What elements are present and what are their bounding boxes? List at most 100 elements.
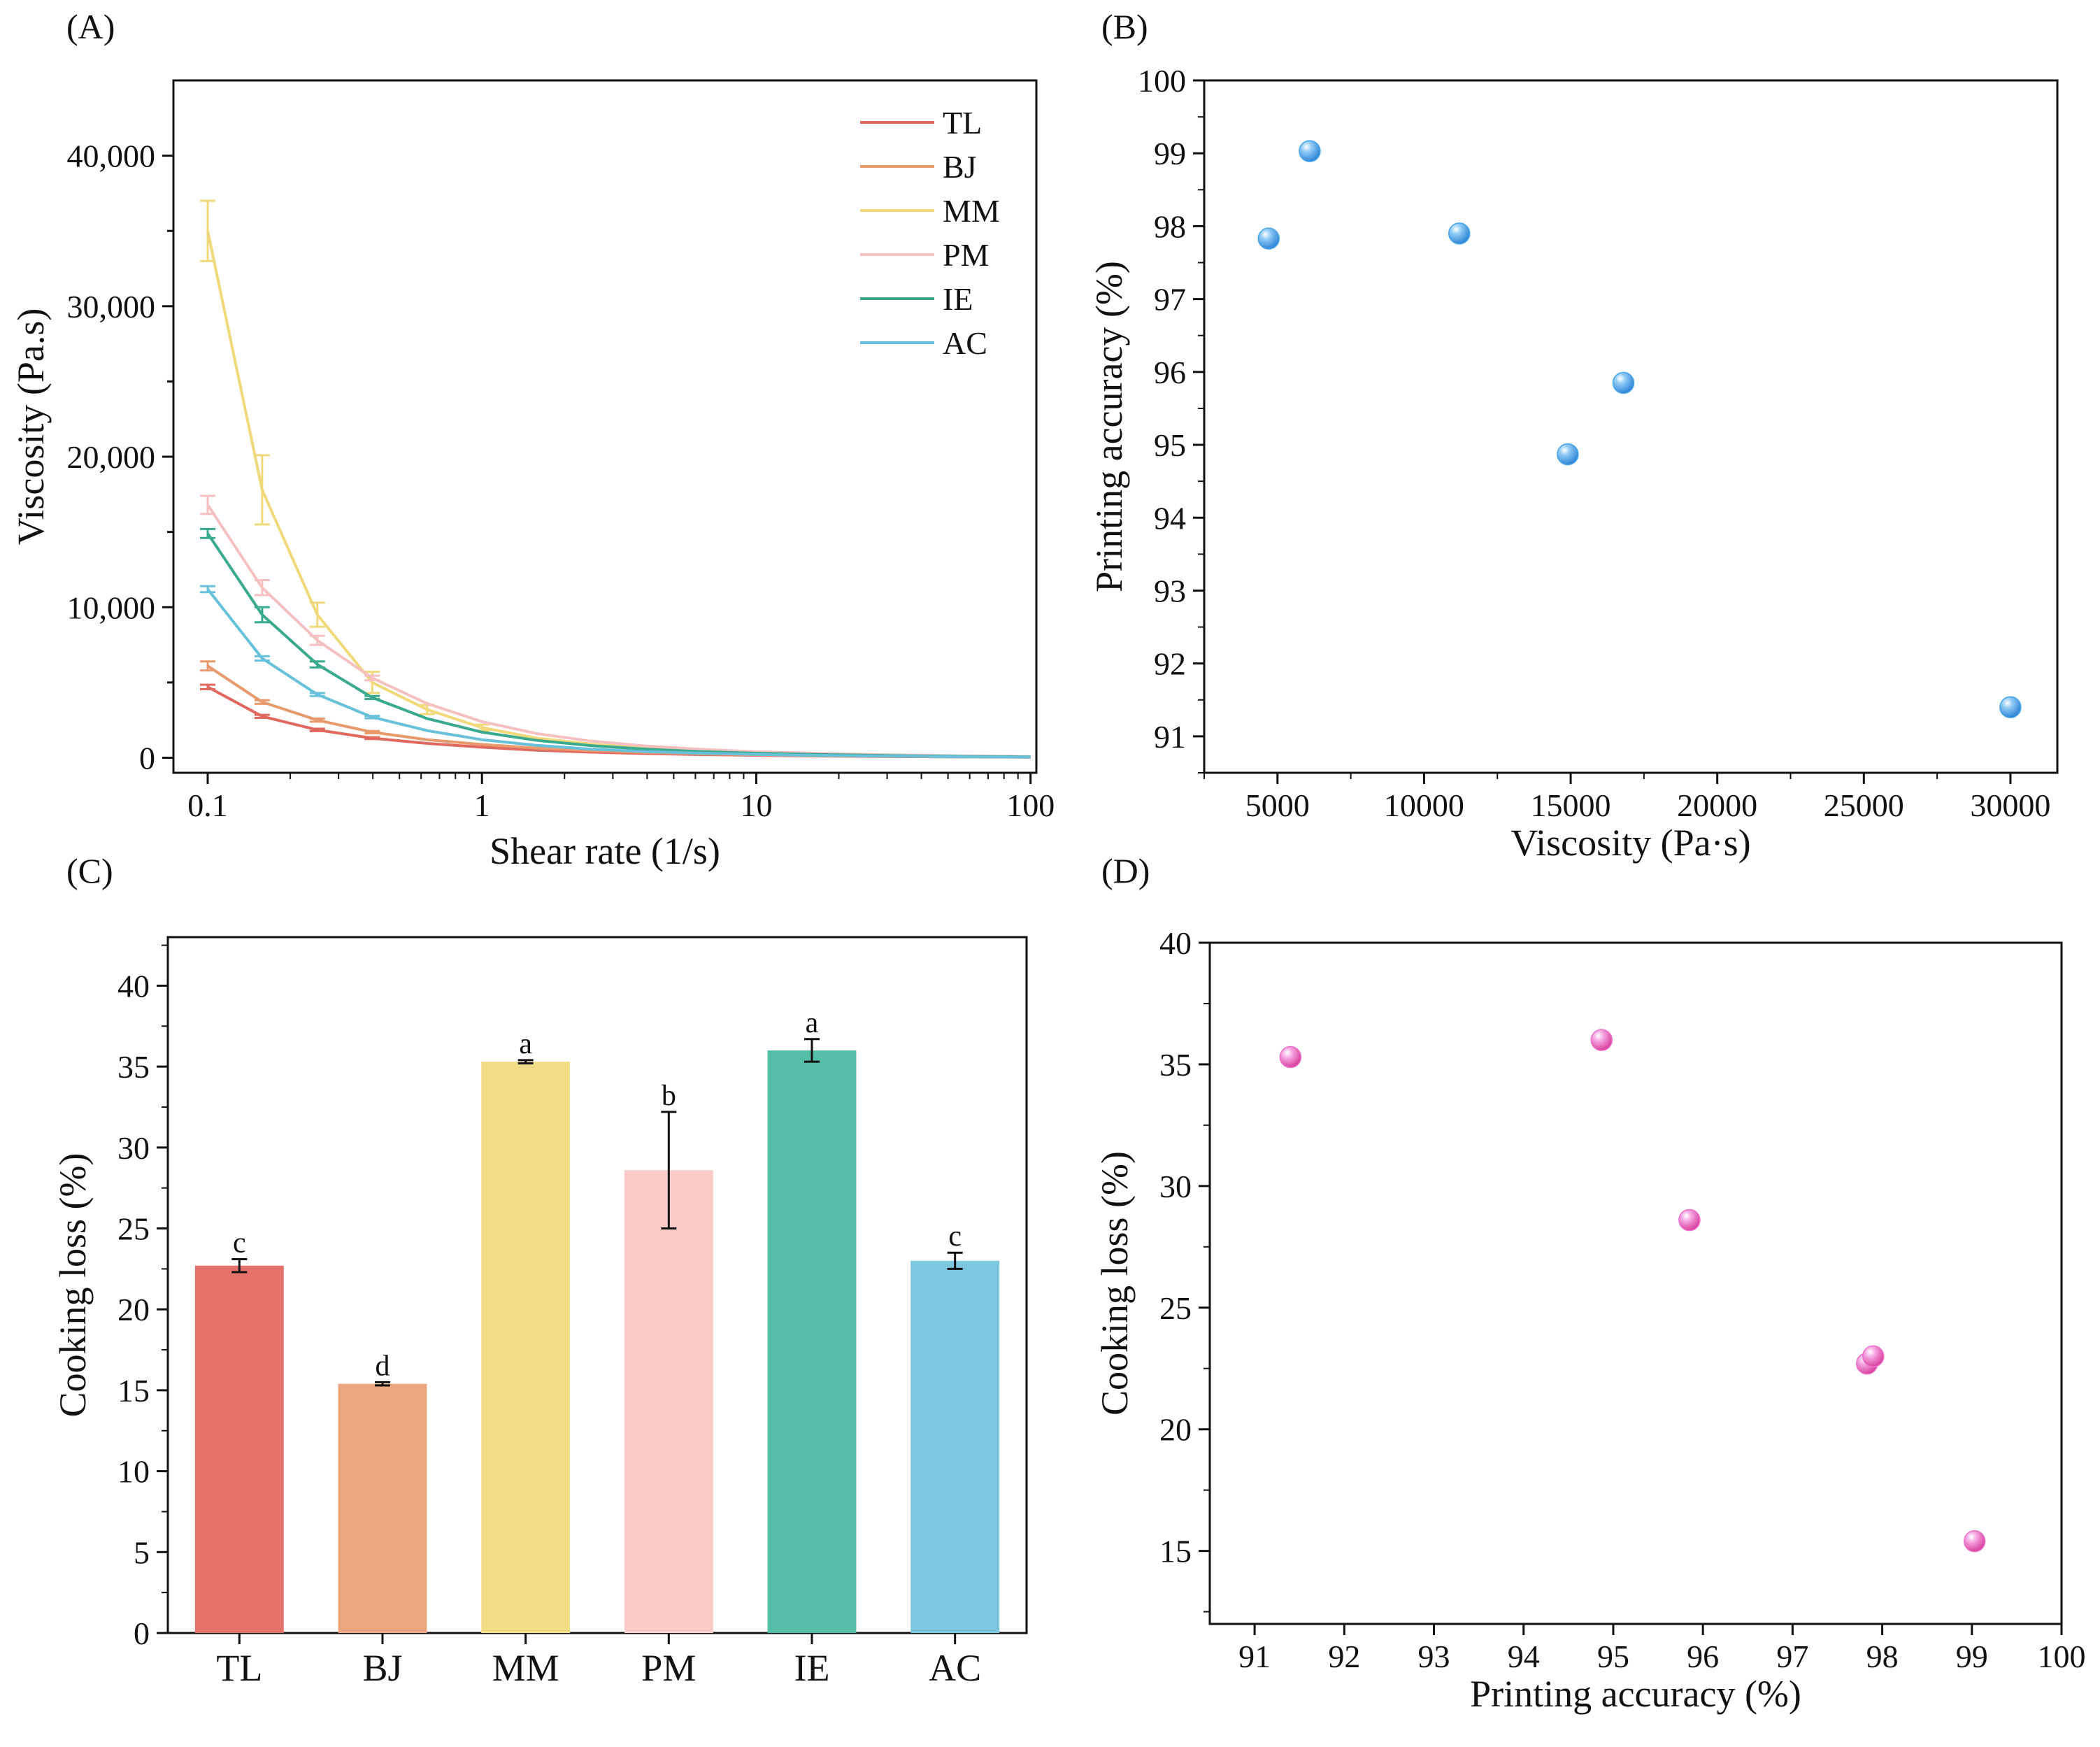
x-tick-label: 94 xyxy=(1508,1639,1540,1674)
x-category-label-ac: AC xyxy=(929,1647,981,1689)
y-axis-title: Cooking loss (%) xyxy=(52,1153,94,1418)
y-tick-label: 10,000 xyxy=(67,590,156,625)
bar-mm xyxy=(481,1062,571,1633)
y-tick-label: 98 xyxy=(1154,208,1186,244)
y-tick-label: 30 xyxy=(117,1130,150,1166)
x-tick-label: 93 xyxy=(1418,1639,1450,1674)
panel-label-c: (C) xyxy=(66,851,113,890)
y-tick-label: 5 xyxy=(134,1534,150,1570)
x-tick-label: 100 xyxy=(2038,1639,2086,1674)
scatter-point xyxy=(1279,1046,1302,1069)
significance-letter-ac: c xyxy=(948,1220,962,1253)
scatter-point xyxy=(1862,1345,1885,1368)
scatter-point xyxy=(1299,140,1321,162)
y-axis-title: Viscosity (Pa.s) xyxy=(10,308,52,546)
x-category-label-ie: IE xyxy=(794,1647,830,1689)
panel-label-b: (B) xyxy=(1101,7,1148,46)
bar-pm xyxy=(624,1170,713,1633)
y-tick-label: 96 xyxy=(1154,355,1186,390)
y-tick-label: 35 xyxy=(117,1049,150,1085)
plot-frame-a xyxy=(172,79,1038,774)
chart-c-cooking-loss-bars: 0 5 10 15 20 25 30 35 40 Cooking loss (%) c TL d BJ a M… xyxy=(52,936,1028,1689)
scatter-point xyxy=(1257,227,1280,250)
x-tick-label: 99 xyxy=(1956,1639,1988,1674)
scatter-point xyxy=(1963,1529,1986,1553)
y-tick-label: 40,000 xyxy=(67,138,156,174)
x-tick-label: 98 xyxy=(1866,1639,1899,1674)
bar-ie xyxy=(767,1050,857,1633)
x-category-label-pm: PM xyxy=(641,1647,696,1689)
x-tick-label: 30000 xyxy=(1970,787,2050,823)
plot-frame-b xyxy=(1203,79,2059,774)
series-line-ac xyxy=(206,588,1031,759)
significance-letter-bj: d xyxy=(376,1350,390,1382)
legend-label-ac: AC xyxy=(943,325,987,361)
legend-label-tl: TL xyxy=(943,105,982,141)
bar-bj xyxy=(338,1383,427,1633)
y-tick-label: 20,000 xyxy=(67,439,156,475)
bar-tl xyxy=(194,1265,284,1633)
x-tick-label: 5000 xyxy=(1245,787,1310,823)
y-tick-label: 35 xyxy=(1159,1047,1192,1083)
x-tick-label: 97 xyxy=(1776,1639,1808,1674)
x-tick-label: 15000 xyxy=(1531,787,1611,823)
scatter-point xyxy=(1557,443,1579,466)
y-tick-label: 91 xyxy=(1154,719,1186,755)
x-tick-label: 91 xyxy=(1238,1639,1271,1674)
x-axis-title: Shear rate (1/s) xyxy=(490,830,720,872)
x-tick-label: 92 xyxy=(1328,1639,1360,1674)
y-tick-label: 20 xyxy=(1159,1412,1192,1448)
x-tick-label: 100 xyxy=(1006,787,1055,823)
panel-label-d: (D) xyxy=(1101,851,1150,890)
scatter-point xyxy=(1678,1208,1701,1232)
legend-label-bj: BJ xyxy=(943,149,977,185)
y-tick-label: 30 xyxy=(1159,1169,1192,1204)
y-tick-label: 97 xyxy=(1154,282,1186,318)
x-tick-label: 20000 xyxy=(1677,787,1757,823)
x-tick-label: 25000 xyxy=(1824,787,1904,823)
panel-label-a: (A) xyxy=(66,7,115,46)
x-category-label-mm: MM xyxy=(492,1647,559,1689)
y-tick-label: 92 xyxy=(1154,646,1186,682)
y-tick-label: 95 xyxy=(1154,427,1186,463)
y-axis-title: Cooking loss (%) xyxy=(1094,1151,1136,1416)
y-tick-label: 20 xyxy=(117,1292,150,1327)
y-tick-label: 94 xyxy=(1154,500,1186,536)
y-tick-label: 0 xyxy=(139,740,155,776)
series-line-mm xyxy=(206,230,1031,758)
x-tick-label: 0.1 xyxy=(187,787,228,823)
x-category-label-tl: TL xyxy=(216,1647,262,1689)
x-tick-label: 10 xyxy=(740,787,772,823)
x-axis-title: Viscosity (Pa·s) xyxy=(1510,822,1750,864)
y-tick-label: 40 xyxy=(1159,925,1192,961)
y-axis-title: Printing accuracy (%) xyxy=(1088,261,1130,592)
significance-letter-ie: a xyxy=(806,1007,819,1039)
legend-label-ie: IE xyxy=(943,281,973,317)
scatter-point xyxy=(1448,222,1471,245)
y-tick-label: 25 xyxy=(117,1211,150,1247)
y-tick-label: 0 xyxy=(134,1616,150,1651)
significance-letter-tl: c xyxy=(233,1227,246,1259)
significance-letter-mm: a xyxy=(519,1028,532,1060)
legend-label-mm: MM xyxy=(943,193,1000,229)
significance-letter-pm: b xyxy=(662,1080,676,1112)
y-tick-label: 10 xyxy=(117,1454,150,1490)
plot-frame-d xyxy=(1208,941,2063,1625)
x-tick-label: 95 xyxy=(1597,1639,1629,1674)
chart-a-viscosity-vs-shear: 0.1 1 10 100 0 10,000 20,000 30,000 40,000 Shear … xyxy=(10,79,1055,872)
x-category-label-bj: BJ xyxy=(362,1647,402,1689)
plot-frame-c xyxy=(166,936,1028,1634)
legend-label-pm: PM xyxy=(943,237,989,273)
x-axis-title: Printing accuracy (%) xyxy=(1470,1673,1801,1715)
chart-d-loss-vs-accuracy: 91 92 93 94 95 96 97 98 99 100 15 20 25 30 35 40 Printin… xyxy=(1094,925,2086,1715)
chart-b-accuracy-vs-viscosity: 5000 10000 15000 20000 25000 30000 91 92 93 94 95 9… xyxy=(1088,63,2059,864)
scatter-point xyxy=(1590,1029,1613,1051)
y-tick-label: 25 xyxy=(1159,1290,1192,1326)
scatter-point xyxy=(1612,371,1635,394)
y-tick-label: 40 xyxy=(117,968,150,1004)
y-tick-label: 93 xyxy=(1154,573,1186,608)
y-tick-label: 99 xyxy=(1154,136,1186,171)
scatter-point xyxy=(1999,696,2022,718)
y-tick-label: 30,000 xyxy=(67,289,156,325)
